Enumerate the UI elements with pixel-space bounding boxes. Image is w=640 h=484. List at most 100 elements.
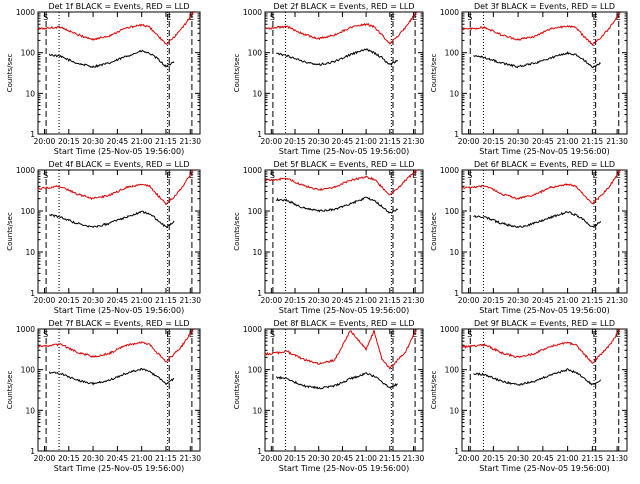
x-tick-label: 20:45 <box>332 296 354 305</box>
x-axis-label: Start Time (25-Nov-05 19:56:00) <box>279 464 409 473</box>
panel-title: Det 8f BLACK = Events, RED = LLD <box>273 319 414 328</box>
x-tick-label: 20:45 <box>107 137 129 146</box>
x-axis-label: Start Time (25-Nov-05 19:56:00) <box>54 147 184 156</box>
panel-title: Det 7f BLACK = Events, RED = LLD <box>48 319 189 328</box>
time-marker-label: E <box>616 330 621 339</box>
y-tick-label: 1000 <box>243 8 262 17</box>
time-marker-label: E <box>166 330 171 339</box>
y-tick-label: 100 <box>248 49 263 58</box>
y-tick-label: 1 <box>30 130 35 139</box>
time-marker-label: E <box>189 13 194 22</box>
x-tick-label: 20:00 <box>261 296 283 305</box>
lld-series-line <box>37 169 194 206</box>
x-tick-label: 20:00 <box>458 454 480 463</box>
x-tick-label: 21:00 <box>131 296 153 305</box>
x-tick-label: 20:45 <box>532 454 554 463</box>
y-tick-label: 1 <box>454 130 459 139</box>
y-axis-label: Counts/sec <box>6 54 14 93</box>
y-tick-label: 1000 <box>243 325 262 334</box>
x-tick-label: 20:15 <box>483 137 505 146</box>
x-tick-label: 20:45 <box>332 454 354 463</box>
y-tick-label: 100 <box>445 207 460 216</box>
events-series-line <box>473 51 601 69</box>
detector-panel: Det 5f BLACK = Events, RED = LLD Counts/s… <box>233 160 425 315</box>
y-axis-label: Counts/sec <box>430 54 438 93</box>
y-tick-label: 10 <box>25 89 35 98</box>
panel-title: Det 1f BLACK = Events, RED = LLD <box>48 2 189 11</box>
y-tick-label: 10 <box>449 248 459 257</box>
x-axis-label: Start Time (25-Nov-05 19:56:00) <box>479 306 609 315</box>
y-tick-label: 10 <box>252 406 262 415</box>
time-marker-label: E <box>593 171 598 180</box>
detector-panel: Det 8f BLACK = Events, RED = LLD Counts/s… <box>233 319 425 473</box>
x-tick-label: 20:15 <box>58 296 80 305</box>
time-marker-label: S <box>43 330 48 339</box>
y-axis-label: Counts/sec <box>233 371 241 410</box>
x-tick-label: 20:00 <box>458 137 480 146</box>
time-marker-label: E <box>412 13 417 22</box>
x-tick-label: 21:15 <box>155 137 177 146</box>
y-tick-label: 1000 <box>440 8 459 17</box>
events-series-line <box>473 368 602 387</box>
y-tick-label: 10 <box>25 406 35 415</box>
lld-series-line <box>461 328 621 365</box>
x-tick-label: 21:15 <box>582 296 604 305</box>
x-axis-label: Start Time (25-Nov-05 19:56:00) <box>479 147 609 156</box>
time-marker-label: S <box>270 330 275 339</box>
x-tick-label: 20:30 <box>507 137 529 146</box>
x-tick-label: 21:15 <box>379 296 401 305</box>
y-tick-label: 1 <box>454 447 459 456</box>
panel-title: Det 3f BLACK = Events, RED = LLD <box>474 2 615 11</box>
time-marker-label: E <box>390 13 395 22</box>
x-tick-label: 21:30 <box>403 296 425 305</box>
y-axis-label: Counts/sec <box>233 54 241 93</box>
time-marker-label: S <box>270 171 275 180</box>
x-tick-label: 20:45 <box>107 454 129 463</box>
plot-frame <box>461 11 628 135</box>
time-marker-label: E <box>166 171 171 180</box>
panel-title: Det 2f BLACK = Events, RED = LLD <box>273 2 414 11</box>
x-tick-label: 20:30 <box>308 296 330 305</box>
events-series-line <box>48 49 175 69</box>
events-series-line <box>275 196 399 214</box>
panel-title: Det 9f BLACK = Events, RED = LLD <box>474 319 615 328</box>
detector-panel: Det 6f BLACK = Events, RED = LLD Counts/s… <box>430 160 628 315</box>
x-axis-label: Start Time (25-Nov-05 19:56:00) <box>54 306 184 315</box>
x-tick-label: 21:00 <box>131 454 153 463</box>
lld-series-line <box>264 169 418 196</box>
x-tick-label: 21:00 <box>557 296 579 305</box>
y-tick-label: 100 <box>445 366 460 375</box>
plot-frame <box>264 11 424 135</box>
y-tick-label: 100 <box>248 207 263 216</box>
y-axis-label: Counts/sec <box>6 212 14 251</box>
plot-frame <box>264 169 424 294</box>
time-marker-label: E <box>189 330 194 339</box>
time-marker-label: S <box>467 13 472 22</box>
x-tick-label: 21:15 <box>582 137 604 146</box>
x-tick-label: 21:00 <box>355 454 377 463</box>
panel-title: Det 5f BLACK = Events, RED = LLD <box>273 160 414 169</box>
time-marker-label: E <box>593 13 598 22</box>
x-tick-label: 21:30 <box>606 296 628 305</box>
x-tick-label: 20:30 <box>507 454 529 463</box>
y-tick-label: 1 <box>257 130 262 139</box>
y-tick-label: 10 <box>449 406 459 415</box>
panel-title: Det 4f BLACK = Events, RED = LLD <box>48 160 189 169</box>
x-axis-label: Start Time (25-Nov-05 19:56:00) <box>279 306 409 315</box>
x-tick-label: 20:30 <box>308 137 330 146</box>
x-axis-label: Start Time (25-Nov-05 19:56:00) <box>279 147 409 156</box>
y-tick-label: 1 <box>257 447 262 456</box>
x-tick-label: 21:30 <box>179 296 201 305</box>
y-tick-label: 1 <box>257 289 262 298</box>
detector-panel: Det 7f BLACK = Events, RED = LLD Counts/s… <box>6 319 201 473</box>
plot-frame <box>37 11 201 135</box>
time-marker-label: E <box>593 330 598 339</box>
y-tick-label: 100 <box>248 366 263 375</box>
plot-frame <box>461 328 628 452</box>
y-tick-label: 10 <box>449 89 459 98</box>
time-marker-label: S <box>43 13 48 22</box>
events-series-line <box>48 367 175 386</box>
x-tick-label: 21:00 <box>557 137 579 146</box>
y-tick-label: 1000 <box>440 166 459 175</box>
